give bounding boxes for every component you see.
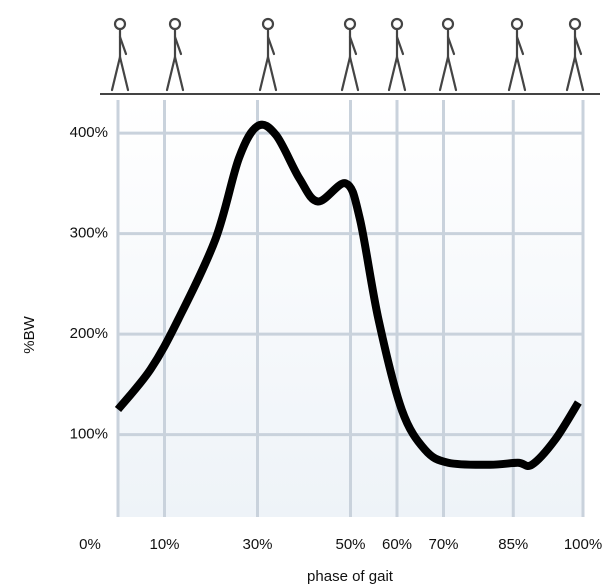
x-tick-label: 85%	[498, 536, 528, 553]
x-tick-label: 100%	[564, 536, 602, 553]
page: phase of gait %BW 100% 200% 300% 400% 0% 10% 3…	[0, 0, 609, 588]
x-tick-label: 70%	[428, 536, 458, 553]
walker-icon	[509, 19, 525, 90]
x-axis-title: phase of gait	[307, 568, 394, 585]
walker-icon	[112, 19, 128, 90]
walker-icon	[440, 19, 456, 90]
y-tick-label: 100%	[70, 426, 108, 443]
x-tick-label: 50%	[335, 536, 365, 553]
x-tick-label: 60%	[382, 536, 412, 553]
walker-icon	[167, 19, 183, 90]
x-tick-label: 0%	[79, 536, 101, 553]
x-tick-label: 10%	[149, 536, 179, 553]
walker-icon	[389, 19, 405, 90]
walker-icon	[567, 19, 583, 90]
y-axis-title: %BW	[21, 315, 38, 353]
y-tick-label: 200%	[70, 325, 108, 342]
walker-icon	[342, 19, 358, 90]
x-tick-label: 30%	[242, 536, 272, 553]
walker-icon	[260, 19, 276, 90]
y-tick-label: 300%	[70, 225, 108, 242]
y-tick-label: 400%	[70, 124, 108, 141]
chart: phase of gait %BW 100% 200% 300% 400% 0% 10% 3…	[0, 0, 609, 588]
